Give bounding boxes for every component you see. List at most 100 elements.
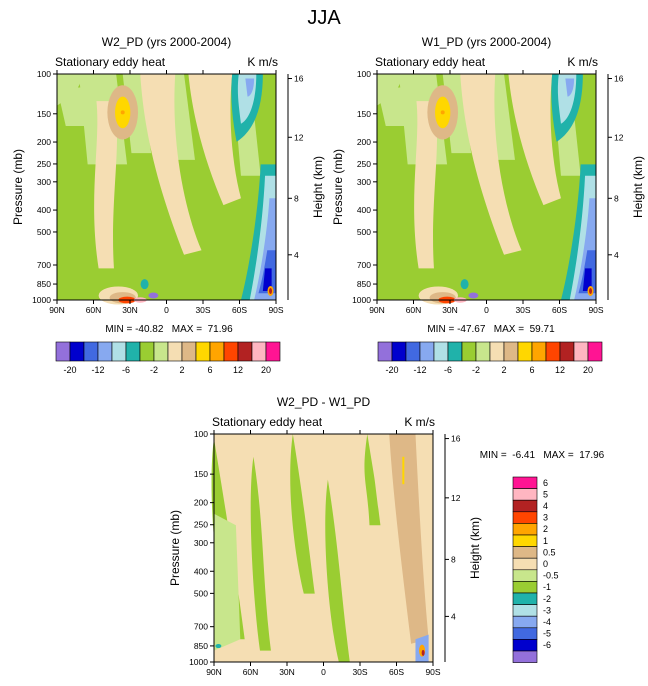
red-corner bbox=[421, 649, 425, 656]
colorbar-swatch bbox=[55, 341, 71, 362]
x-tick-label: 30N bbox=[122, 305, 138, 315]
colorbar-swatch bbox=[377, 341, 393, 362]
x-tick-label: 60N bbox=[406, 305, 422, 315]
right-axis-label: Height (km) bbox=[468, 517, 482, 579]
colorbar-swatch bbox=[237, 341, 253, 362]
right-tick-label: 4 bbox=[614, 250, 619, 260]
x-tick-label: 90N bbox=[49, 305, 65, 315]
colorbar-label: -1 bbox=[543, 582, 551, 592]
colorbar-label: 0.5 bbox=[543, 547, 556, 557]
x-tick-label: 60S bbox=[552, 305, 567, 315]
y-tick-label: 700 bbox=[357, 260, 371, 270]
colorbar-swatch bbox=[512, 604, 538, 617]
colorbar-swatch bbox=[512, 639, 538, 652]
colorbar-swatch bbox=[167, 341, 183, 362]
x-tick-label: 30N bbox=[279, 667, 295, 677]
y-tick-label: 400 bbox=[194, 566, 208, 576]
colorbar-label: 6 bbox=[543, 478, 548, 488]
light-blue-upper bbox=[565, 78, 575, 97]
red-corner bbox=[269, 287, 273, 294]
colorbar-swatch bbox=[512, 511, 538, 524]
colorbar-label: -12 bbox=[91, 365, 104, 375]
right-tick-label: 16 bbox=[294, 74, 304, 84]
colorbar-swatch bbox=[512, 569, 538, 582]
colorbar-swatch bbox=[512, 488, 538, 501]
y-tick-label: 850 bbox=[37, 279, 51, 289]
axes: W2_PD - W1_PD Stationary eddy heat K m/s 90… bbox=[168, 395, 605, 677]
min-max-text: MIN = -40.82 MAX = 71.96 bbox=[105, 324, 233, 335]
y-tick-label: 500 bbox=[194, 588, 208, 598]
colorbar-swatch bbox=[405, 341, 421, 362]
y-tick-label: 300 bbox=[357, 177, 371, 187]
right-axis-label: Height (km) bbox=[311, 156, 325, 218]
y-tick-label: 250 bbox=[37, 159, 51, 169]
colorbar-label: 2 bbox=[501, 365, 506, 375]
y-axis-label: Pressure (mb) bbox=[331, 149, 345, 225]
colorbar-swatch bbox=[512, 546, 538, 559]
units-label: K m/s bbox=[247, 55, 278, 69]
colorbar-label: -6 bbox=[444, 365, 452, 375]
colorbar-label: 6 bbox=[529, 365, 534, 375]
x-tick-label: 0 bbox=[164, 305, 169, 315]
y-tick-label: 100 bbox=[37, 69, 51, 79]
x-tick-label: 90S bbox=[425, 667, 440, 677]
right-tick-label: 12 bbox=[294, 132, 304, 142]
colorbar-label: 2 bbox=[179, 365, 184, 375]
y-tick-label: 500 bbox=[37, 227, 51, 237]
lavender-spot bbox=[148, 292, 159, 299]
axes: W1_PD (yrs 2000-2004) Stationary eddy hea… bbox=[331, 35, 645, 335]
colorbar-label: -0.5 bbox=[543, 571, 559, 581]
y-tick-label: 150 bbox=[37, 109, 51, 119]
colorbar-label: -12 bbox=[413, 365, 426, 375]
colorbar-swatch bbox=[512, 534, 538, 547]
panel-subtitle: Stationary eddy heat bbox=[375, 55, 486, 69]
colorbar-label: -20 bbox=[63, 365, 76, 375]
colorbar-swatch bbox=[489, 341, 505, 362]
light-green-patch bbox=[57, 74, 84, 106]
colorbar-swatch bbox=[512, 581, 538, 594]
panel-title: W2_PD - W1_PD bbox=[277, 395, 371, 409]
units-label: K m/s bbox=[567, 55, 598, 69]
colorbar: -20 -12 -6 -2 2 6 12 20 bbox=[377, 341, 603, 375]
x-tick-label: 0 bbox=[321, 667, 326, 677]
colorbar-swatch bbox=[475, 341, 491, 362]
colorbar-swatch bbox=[209, 341, 225, 362]
colorbar: -20 -12 -6 -2 2 6 12 20 bbox=[55, 341, 281, 375]
colorbar-swatch bbox=[125, 341, 141, 362]
right-tick-label: 16 bbox=[614, 74, 624, 84]
x-tick-label: 30S bbox=[352, 667, 367, 677]
colorbar-swatch bbox=[512, 557, 538, 571]
panel-subtitle: Stationary eddy heat bbox=[212, 415, 323, 429]
x-tick-label: 0 bbox=[484, 305, 489, 315]
colorbar-swatch bbox=[512, 523, 538, 536]
min-max-text: MIN = -6.41 MAX = 17.96 bbox=[480, 450, 605, 461]
colorbar-label: 4 bbox=[543, 501, 548, 511]
colorbar-label: 12 bbox=[233, 365, 243, 375]
green-band bbox=[290, 434, 315, 594]
colorbar-swatch bbox=[419, 341, 435, 362]
lavender-spot bbox=[468, 292, 479, 299]
right-tick-label: 16 bbox=[451, 434, 461, 444]
colorbar-swatch bbox=[545, 341, 561, 362]
x-tick-label: 30S bbox=[195, 305, 210, 315]
beige-band bbox=[140, 74, 202, 255]
colorbar-swatch bbox=[517, 341, 533, 362]
orange-jet-center bbox=[120, 110, 125, 115]
figure-title: JJA bbox=[307, 7, 341, 29]
y-tick-label: 850 bbox=[194, 641, 208, 651]
light-green-patch bbox=[377, 74, 404, 106]
light-blue-upper bbox=[245, 78, 255, 97]
right-tick-label: 12 bbox=[451, 493, 461, 503]
x-tick-label: 60N bbox=[86, 305, 102, 315]
colorbar-label: 6 bbox=[207, 365, 212, 375]
green-band bbox=[325, 479, 350, 662]
x-tick-label: 90N bbox=[369, 305, 385, 315]
right-tick-label: 4 bbox=[451, 611, 456, 621]
colorbar-label: 0 bbox=[543, 559, 548, 569]
colorbar-swatch bbox=[97, 341, 113, 362]
colorbar-swatch bbox=[195, 341, 211, 362]
colorbar-swatch bbox=[433, 341, 449, 362]
y-axis-label: Pressure (mb) bbox=[168, 510, 182, 586]
x-tick-label: 90S bbox=[588, 305, 603, 315]
